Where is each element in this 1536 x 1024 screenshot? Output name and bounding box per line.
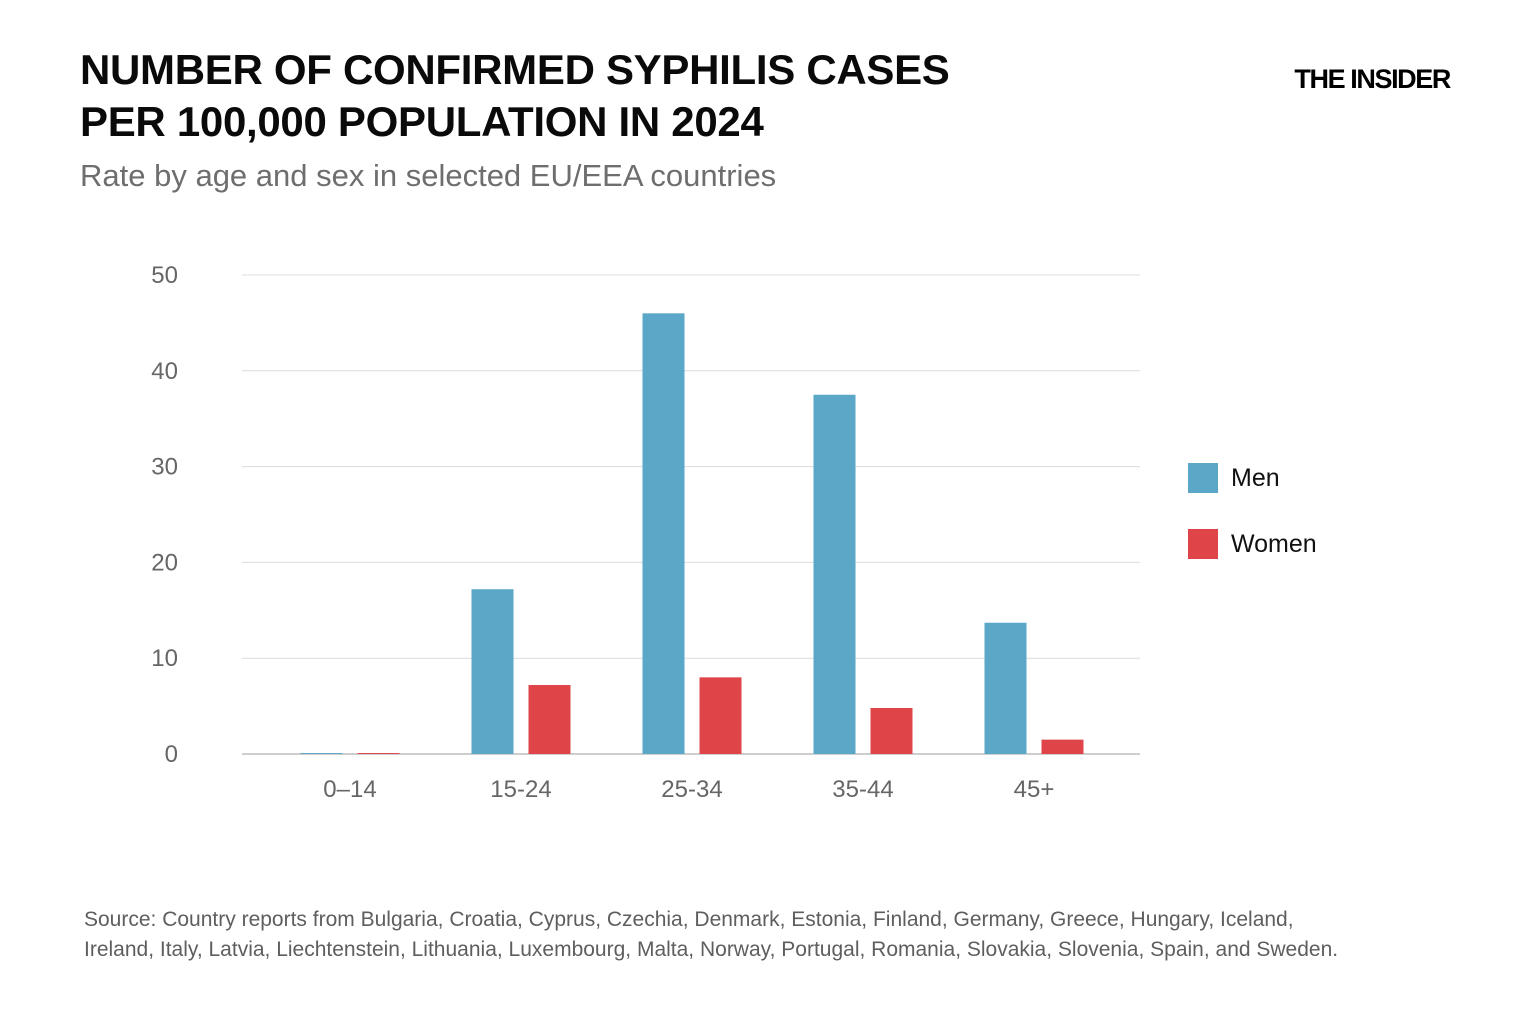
legend-item-men: Men [1188, 462, 1317, 494]
chart-title-line-2: PER 100,000 POPULATION IN 2024 [80, 98, 764, 145]
legend-item-women: Women [1188, 528, 1317, 560]
x-tick-label: 25-34 [661, 776, 722, 803]
bar-men-4 [984, 622, 1027, 754]
x-axis-ticks: 0–14 15-24 25-34 35-44 45+ [323, 776, 1054, 803]
legend-swatch-men [1188, 463, 1218, 493]
x-tick-label: 35-44 [832, 776, 893, 803]
bar-men-3 [813, 394, 856, 754]
source-note: Source: Country reports from Bulgaria, C… [84, 905, 1464, 965]
y-axis-ticks: 0 10 20 30 40 50 [151, 262, 178, 768]
chart-title-line-1: NUMBER OF CONFIRMED SYPHILIS CASES [80, 46, 950, 93]
legend-label-men: Men [1231, 463, 1280, 492]
legend-label-women: Women [1231, 529, 1317, 558]
x-tick-label: 45+ [1014, 776, 1055, 803]
bars [300, 313, 1084, 754]
legend-swatch-women [1188, 529, 1218, 559]
bar-women-2 [699, 677, 742, 754]
y-tick-label: 20 [151, 549, 178, 576]
chart-subtitle: Rate by age and sex in selected EU/EEA c… [80, 158, 777, 193]
bar-women-1 [528, 685, 571, 754]
y-tick-label: 30 [151, 454, 178, 481]
bar-men-1 [471, 589, 514, 754]
x-tick-label: 15-24 [490, 776, 551, 803]
source-line-2: Ireland, Italy, Latvia, Liechtenstein, L… [84, 938, 1339, 961]
brand-logo: THE INSIDER [1294, 64, 1451, 94]
bar-men-0 [300, 753, 343, 754]
bar-women-0 [357, 753, 400, 754]
x-tick-label: 0–14 [323, 776, 376, 803]
chart-title: NUMBER OF CONFIRMED SYPHILIS CASES PER 1… [80, 44, 1080, 148]
source-line-1: Source: Country reports from Bulgaria, C… [84, 908, 1294, 931]
y-tick-label: 40 [151, 358, 178, 385]
y-tick-label: 50 [151, 262, 178, 289]
bar-women-4 [1041, 739, 1084, 754]
legend: Men Women [1188, 462, 1317, 594]
y-tick-label: 10 [151, 645, 178, 672]
bar-women-3 [870, 708, 913, 754]
y-tick-label: 0 [165, 741, 178, 768]
bar-men-2 [642, 313, 685, 754]
